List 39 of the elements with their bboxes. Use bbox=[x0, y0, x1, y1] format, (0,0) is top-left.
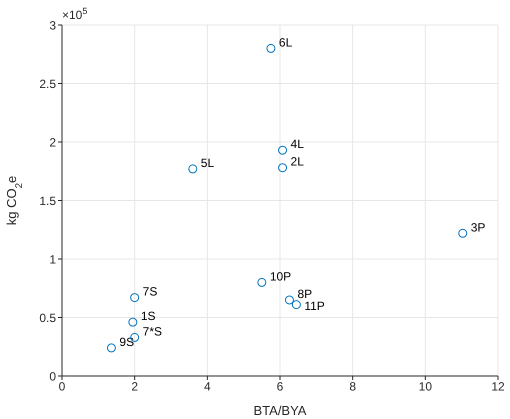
x-tick-label: 0 bbox=[58, 380, 66, 394]
x-axis-title: BTA/BYA bbox=[254, 403, 307, 418]
annotation: 8P bbox=[297, 286, 312, 301]
point bbox=[188, 164, 198, 174]
point bbox=[128, 318, 138, 327]
y-tick-label: 2 bbox=[49, 135, 56, 150]
annotation: 7S bbox=[142, 284, 158, 299]
y-tick-label: 2.5 bbox=[39, 76, 56, 91]
point bbox=[257, 278, 266, 287]
annotation: 7*S bbox=[142, 324, 162, 338]
x-tick-label: 8 bbox=[349, 380, 356, 394]
y-tick-label: 0.5 bbox=[39, 310, 56, 325]
annotation: 6L bbox=[278, 35, 293, 50]
point bbox=[106, 343, 116, 352]
x-tick-label: 4 bbox=[204, 380, 211, 394]
point bbox=[292, 300, 301, 310]
point bbox=[266, 44, 276, 53]
annotation: 5L bbox=[200, 156, 214, 170]
point bbox=[278, 146, 288, 155]
point bbox=[284, 295, 294, 304]
annotation: 9S bbox=[119, 334, 134, 349]
x-tick-label: 2 bbox=[131, 380, 138, 394]
point bbox=[130, 293, 140, 302]
y-tick-label: 1.5 bbox=[39, 194, 56, 208]
x-tick-label: 12 bbox=[491, 380, 505, 394]
annotation: 4L bbox=[290, 137, 304, 152]
point bbox=[458, 228, 468, 238]
x-tick-label: 6 bbox=[276, 380, 284, 394]
annotation: 1S bbox=[140, 309, 156, 324]
y-tick-label: 0 bbox=[49, 369, 56, 384]
text: ×10$^{5}$ bbox=[62, 6, 88, 22]
point bbox=[278, 163, 288, 172]
x-tick-label: 10 bbox=[418, 380, 432, 394]
annotation: 10P bbox=[270, 269, 292, 284]
annotation: 11P bbox=[304, 298, 325, 313]
annotation: 3P bbox=[470, 220, 486, 234]
y-tick-label: 1 bbox=[49, 252, 56, 266]
y-tick-label: 3 bbox=[49, 18, 56, 32]
annotation: 2L bbox=[290, 154, 304, 169]
